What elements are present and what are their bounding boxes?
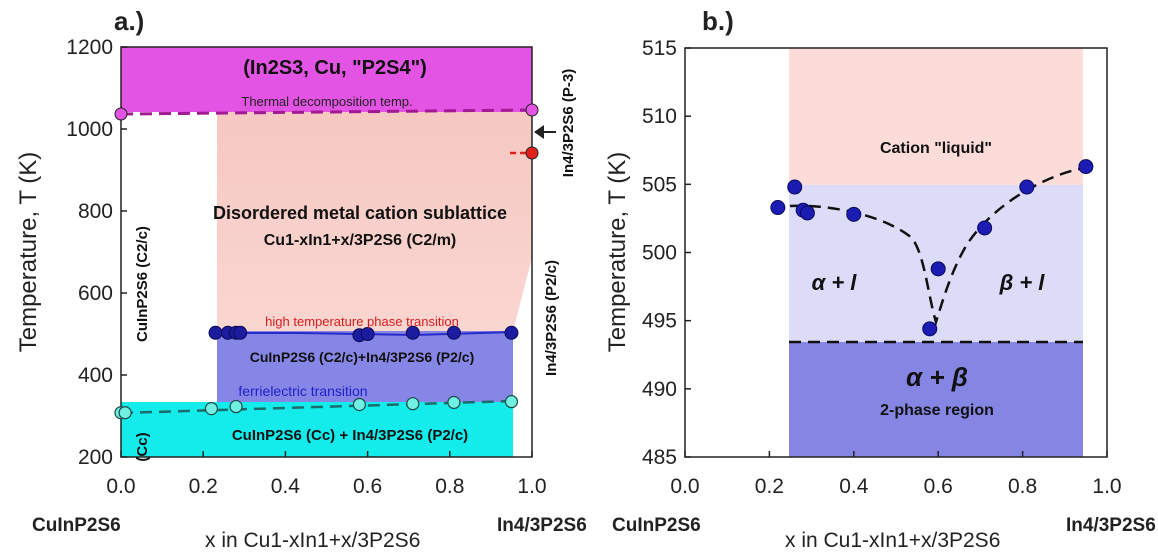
- panel-a-right-end-label: In4/3P2S6: [497, 515, 587, 536]
- panel-a-ytick-label: 1200: [66, 36, 113, 59]
- two-phase-label: 2-phase region: [880, 402, 994, 419]
- liquidus-data-point: [799, 205, 815, 221]
- panel-b-ytick-label: 510: [642, 105, 677, 128]
- htpt-label: high temperature phase transition: [265, 314, 459, 329]
- panel-b-xtick-label: 0.2: [755, 475, 784, 498]
- panel-b-ytick-label: 485: [642, 446, 677, 469]
- htpt-data-point: [360, 327, 375, 341]
- left-vertical-c2c-label: CuInP2S6 (C2/c): [134, 226, 151, 342]
- left-vertical-cc-label: (Cc): [134, 432, 151, 461]
- panel-b-label: b.): [702, 6, 734, 36]
- liquidus-data-point: [1078, 159, 1094, 175]
- panel-b-ticks: 485 490 495 500 505 510 515 0.0 0.2 0.4 0.6 0.8 1.0: [642, 37, 1122, 498]
- alpha-beta-label: α + β: [906, 362, 968, 392]
- panel-b-ytick-label: 495: [642, 310, 677, 333]
- cation-liquid-label: Cation "liquid": [880, 140, 992, 157]
- htpt-data-point: [233, 325, 248, 340]
- panel-b-xtick-label: 0.6: [924, 475, 953, 498]
- region-alpha-beta: [789, 342, 1083, 457]
- panel-a-ylabel: Temperature, T (K): [15, 152, 42, 353]
- panel-b-xtick-label: 0.4: [839, 475, 869, 498]
- panel-b-points: [770, 159, 1094, 337]
- liquidus-data-point: [770, 200, 786, 216]
- disordered-label-2: Cu1-xIn1+x/3P2S6 (C2/m): [264, 232, 457, 249]
- region-two-phase-mid: [217, 331, 513, 408]
- ferri-data-point: [504, 395, 519, 409]
- panel-a-xtick-label: 0.2: [189, 475, 218, 498]
- ferri-data-point: [229, 399, 243, 414]
- panel-a-label: a.): [114, 6, 144, 36]
- htpt-data-point: [504, 325, 519, 340]
- panel-a-plot-frame: [120, 46, 533, 458]
- panel-a-ticks: 200 400 600 800 1000 1200 0.0 0.2 0.4 0.6 0.8 1.0: [66, 36, 546, 498]
- htpt-data-point: [405, 325, 420, 340]
- mid-region-label: CuInP2S6 (C2/c)+In4/3P2S6 (P2/c): [250, 349, 474, 365]
- panel-a-xtick-label: 1.0: [517, 475, 546, 498]
- alpha-l-label: α + l: [812, 270, 858, 295]
- liquidus-data-point: [930, 261, 946, 277]
- liquidus-curve: [789, 166, 1086, 327]
- panel-a-xtick-label: 0.6: [353, 475, 382, 498]
- liquidus-data-point: [922, 321, 938, 337]
- panel-b-xtick-label: 0.0: [670, 475, 699, 498]
- ferri-data-point: [447, 395, 461, 410]
- region-disordered: [217, 112, 532, 331]
- panel-b-ytick-label: 490: [642, 378, 677, 401]
- liquidus-data-point: [787, 179, 803, 195]
- ferri-data-point: [204, 402, 219, 416]
- panel-b-xlabel: x in Cu1-xIn1+x/3P2S6: [785, 529, 1000, 552]
- region-top-label: (In2S3, Cu, "P2S4"): [243, 57, 426, 79]
- decomposition-label: Thermal decomposition temp.: [241, 94, 412, 109]
- panel-b-ylabel: Temperature, T (K): [604, 152, 631, 353]
- panel-b-xtick-label: 0.8: [1008, 475, 1037, 498]
- liquidus-data-point: [977, 220, 993, 236]
- htpt-data-point: [208, 325, 223, 340]
- right-vertical-p2c-label: In4/3P2S6 (P2/c): [543, 260, 560, 376]
- panel-b-ytick-label: 515: [642, 37, 677, 60]
- panel-a-ytick-label: 800: [78, 200, 113, 223]
- region-cation-liquid: [789, 48, 1083, 185]
- panel-b-xtick-label: 1.0: [1092, 475, 1121, 498]
- panel-a-xtick-label: 0.0: [106, 475, 135, 498]
- panel-b-right-end-label: In4/3P2S6: [1066, 515, 1156, 536]
- panel-a-xtick-label: 0.8: [435, 475, 464, 498]
- panel-a-xlabel: x in Cu1-xIn1+x/3P2S6: [205, 529, 420, 552]
- decomposition-line: [120, 108, 533, 116]
- ferri-label: ferrielectric transition: [238, 383, 367, 399]
- low-region-label: CuInP2S6 (Cc) + In4/3P2S6 (P2/c): [232, 427, 468, 444]
- disordered-label-1: Disordered metal cation sublattice: [213, 203, 507, 223]
- panel-b-left-end-label: CuInP2S6: [612, 515, 701, 536]
- p3-point: [525, 146, 539, 160]
- panel-b-ytick-label: 505: [642, 173, 677, 196]
- panel-b-ytick-label: 500: [642, 242, 677, 265]
- right-vertical-p3-label: In4/3P2S6 (P-3): [560, 69, 577, 177]
- panel-a-chart: 200 400 600 800 1000 1200 0.0 0.2 0.4 0.6 0.8 1.0 a…: [15, 6, 587, 552]
- panel-a-points: [114, 325, 519, 420]
- panel-a-ytick-label: 400: [78, 364, 113, 387]
- p3-arrow-head-icon: [534, 125, 544, 139]
- panel-a-ytick-label: 200: [78, 446, 113, 469]
- htpt-data-point: [446, 325, 461, 340]
- decomp-point-right: [525, 103, 539, 117]
- ferri-data-point: [406, 397, 420, 411]
- liquidus-data-point: [1019, 179, 1035, 195]
- panel-a-xtick-label: 0.4: [271, 475, 301, 498]
- ferri-data-point: [352, 397, 366, 412]
- panel-a-ytick-label: 600: [78, 282, 113, 305]
- region-decomposition: [121, 47, 532, 112]
- liquidus-data-point: [846, 206, 862, 222]
- beta-l-label: β + l: [999, 270, 1046, 295]
- decomp-point-left: [114, 107, 128, 121]
- panel-a-ytick-label: 1000: [66, 118, 113, 141]
- ferri-data-point: [118, 406, 132, 420]
- panel-a-left-end-label: CuInP2S6: [32, 515, 121, 536]
